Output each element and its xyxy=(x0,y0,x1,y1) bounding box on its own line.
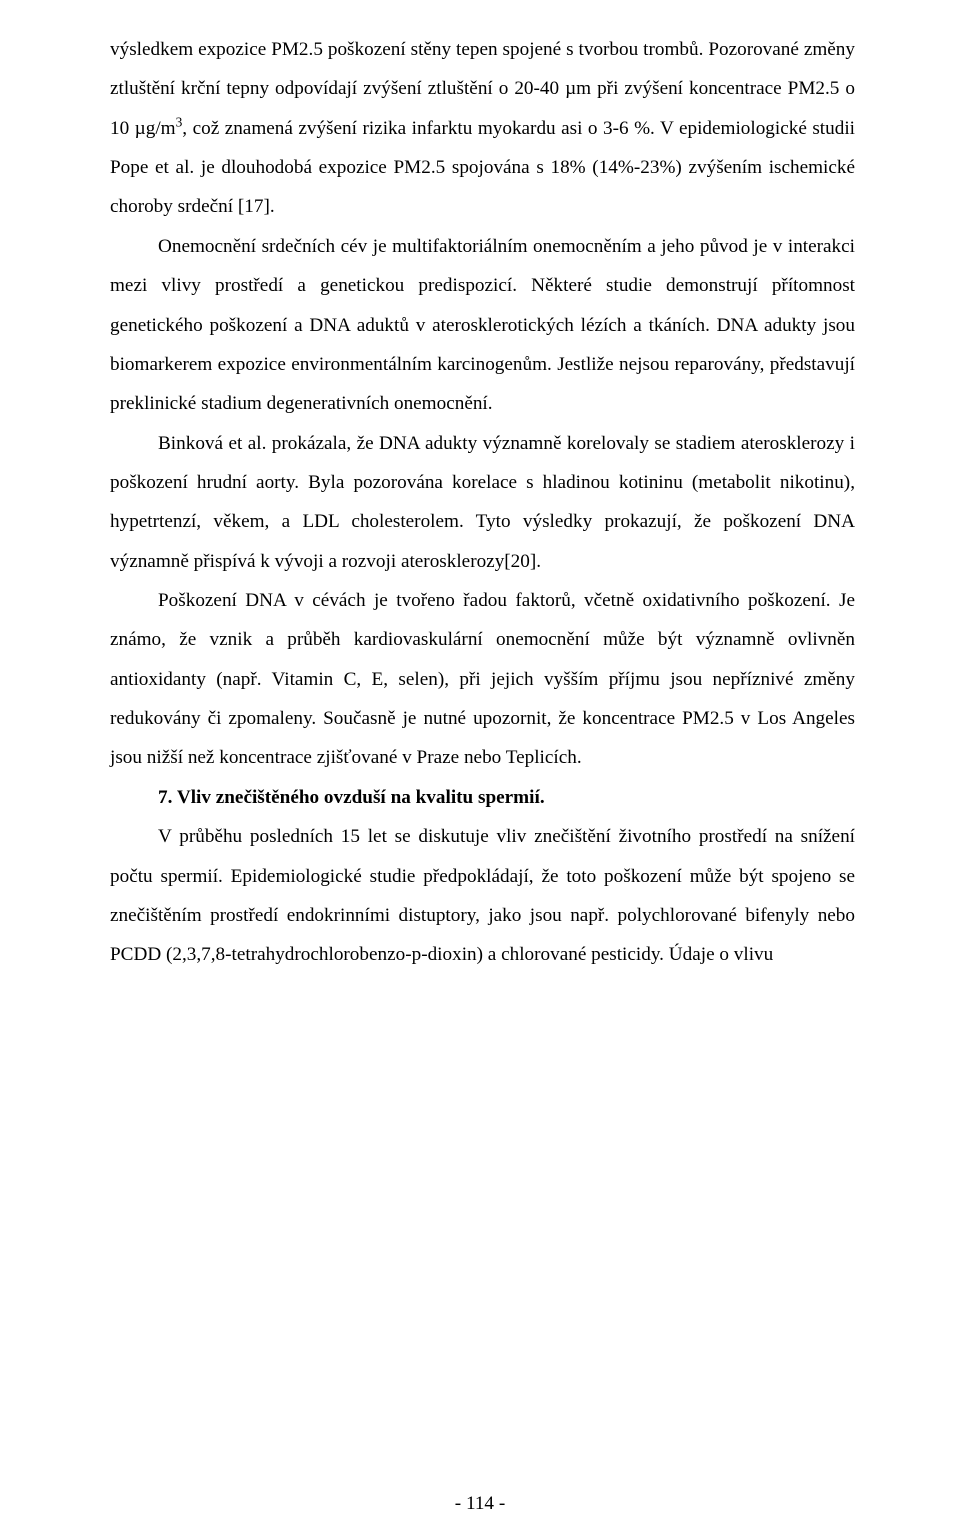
paragraph-3: Binková et al. prokázala, že DNA adukty … xyxy=(110,424,855,581)
paragraph-1-part-b: , což znamená zvýšení rizika infarktu my… xyxy=(110,118,855,218)
paragraph-5: V průběhu posledních 15 let se diskutuje… xyxy=(110,817,855,974)
body-text-block: výsledkem expozice PM2.5 poškození stěny… xyxy=(110,30,855,975)
section-heading-7: 7. Vliv znečištěného ovzduší na kvalitu … xyxy=(110,778,855,817)
page-number: - 114 - xyxy=(0,1493,960,1515)
paragraph-4: Poškození DNA v cévách je tvořeno řadou … xyxy=(110,581,855,778)
paragraph-1: výsledkem expozice PM2.5 poškození stěny… xyxy=(110,30,855,227)
paragraph-2: Onemocnění srdečních cév je multifaktori… xyxy=(110,227,855,424)
document-page: výsledkem expozice PM2.5 poškození stěny… xyxy=(0,0,960,1537)
